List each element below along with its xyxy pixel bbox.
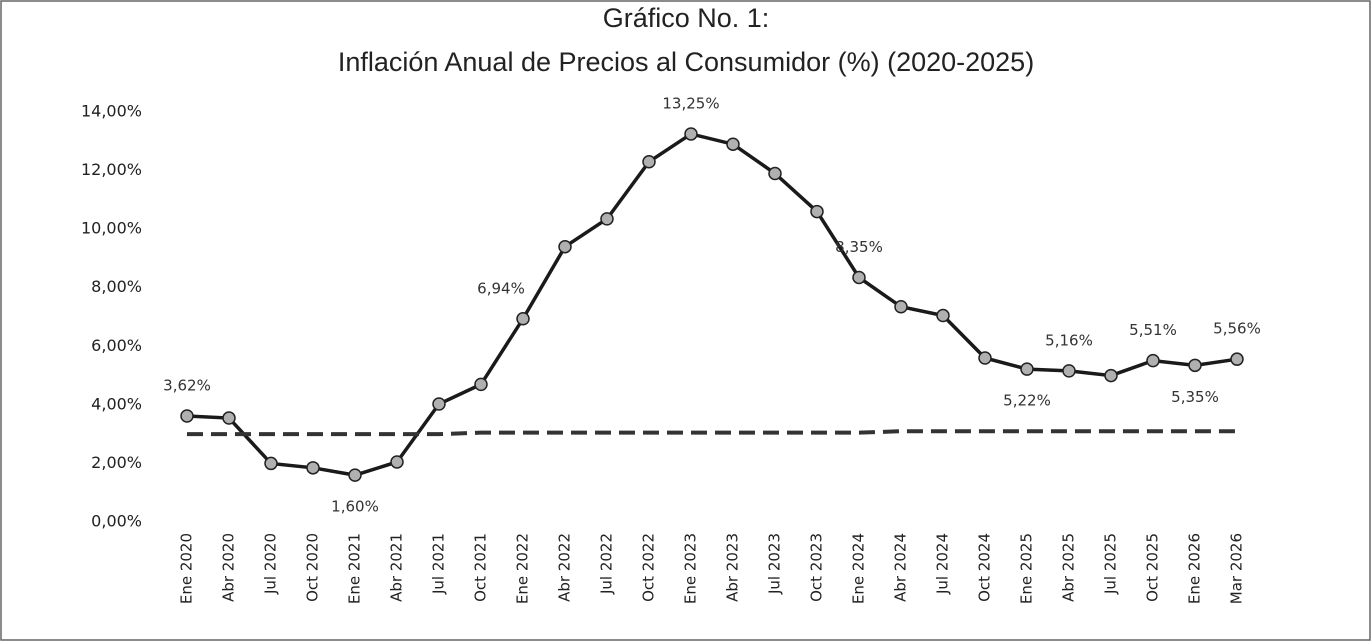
point <box>1104 368 1118 383</box>
x-tick-label: Jul 2025 <box>1102 533 1120 595</box>
point <box>1146 353 1160 368</box>
point <box>180 409 194 423</box>
data-label: 6,94% <box>477 279 525 297</box>
x-tick-label: Jul 2020 <box>262 533 280 595</box>
y-tick-label: 10,00% <box>81 219 142 238</box>
point <box>684 127 698 141</box>
y-tick-label: 8,00% <box>91 277 142 296</box>
point <box>852 270 866 285</box>
x-tick-label: Jul 2024 <box>934 533 952 595</box>
point <box>390 455 404 469</box>
data-label: 5,51% <box>1129 321 1177 339</box>
point <box>978 351 992 365</box>
x-tick-label: Ene 2024 <box>850 533 868 604</box>
point <box>642 155 656 169</box>
point <box>558 239 572 254</box>
point <box>1062 364 1076 378</box>
x-tick-label: Mar 2026 <box>1228 533 1246 604</box>
x-tick-label: Ene 2025 <box>1018 533 1036 604</box>
x-tick-label: Oct 2023 <box>808 533 826 602</box>
x-tick-label: Oct 2024 <box>976 533 994 602</box>
y-tick-label: 4,00% <box>91 394 142 413</box>
point <box>222 411 236 425</box>
x-tick-label: Abr 2024 <box>892 533 910 602</box>
x-tick-label: Oct 2022 <box>640 533 658 602</box>
point <box>768 166 782 181</box>
data-label: 5,35% <box>1171 388 1219 406</box>
chart-title: Gráfico No. 1: <box>603 3 770 33</box>
point <box>432 397 446 411</box>
point <box>810 204 824 219</box>
x-tick-label: Ene 2020 <box>178 533 196 604</box>
point <box>936 308 950 323</box>
data-label: 5,16% <box>1045 331 1093 349</box>
x-tick-label: Abr 2025 <box>1060 533 1078 602</box>
point <box>474 377 488 392</box>
point <box>348 468 362 482</box>
x-tick-label: Ene 2023 <box>682 533 700 604</box>
x-tick-label: Oct 2020 <box>304 533 322 602</box>
y-tick-label: 14,00% <box>81 102 142 121</box>
x-tick-label: Abr 2020 <box>220 533 238 602</box>
x-tick-label: Ene 2022 <box>514 533 532 604</box>
data-label: 13,25% <box>662 94 719 112</box>
y-tick-label: 12,00% <box>81 160 142 179</box>
reference-line <box>187 429 1237 437</box>
data-label: 5,56% <box>1213 320 1261 338</box>
x-tick-label: Ene 2026 <box>1186 533 1204 604</box>
point <box>1188 358 1202 373</box>
data-label: 8,35% <box>835 238 883 256</box>
point <box>894 300 908 314</box>
x-tick-label: Oct 2025 <box>1144 533 1162 602</box>
x-tick-label: Abr 2022 <box>556 533 574 602</box>
x-tick-label: Abr 2021 <box>388 533 406 602</box>
y-tick-label: 6,00% <box>91 336 142 355</box>
point <box>516 312 530 326</box>
data-label: 3,62% <box>163 376 211 394</box>
chart-subtitle: Inflación Anual de Precios al Consumidor… <box>338 47 1034 77</box>
line <box>186 132 1238 477</box>
x-tick-label: Jul 2022 <box>598 533 616 595</box>
data-label: 1,60% <box>331 498 379 516</box>
point <box>1020 362 1034 376</box>
point <box>306 461 320 475</box>
x-tick-label: Jul 2021 <box>430 533 448 595</box>
point <box>1230 352 1244 366</box>
point <box>264 456 278 471</box>
point <box>726 137 740 151</box>
x-tick-label: Oct 2021 <box>472 533 490 602</box>
data-label: 5,22% <box>1003 392 1051 410</box>
x-tick-label: Abr 2023 <box>724 533 742 602</box>
y-tick-label: 2,00% <box>91 453 142 472</box>
x-tick-label: Ene 2021 <box>346 533 364 604</box>
y-tick-label: 0,00% <box>91 512 142 531</box>
point <box>600 212 614 226</box>
x-tick-label: Jul 2023 <box>766 533 784 595</box>
